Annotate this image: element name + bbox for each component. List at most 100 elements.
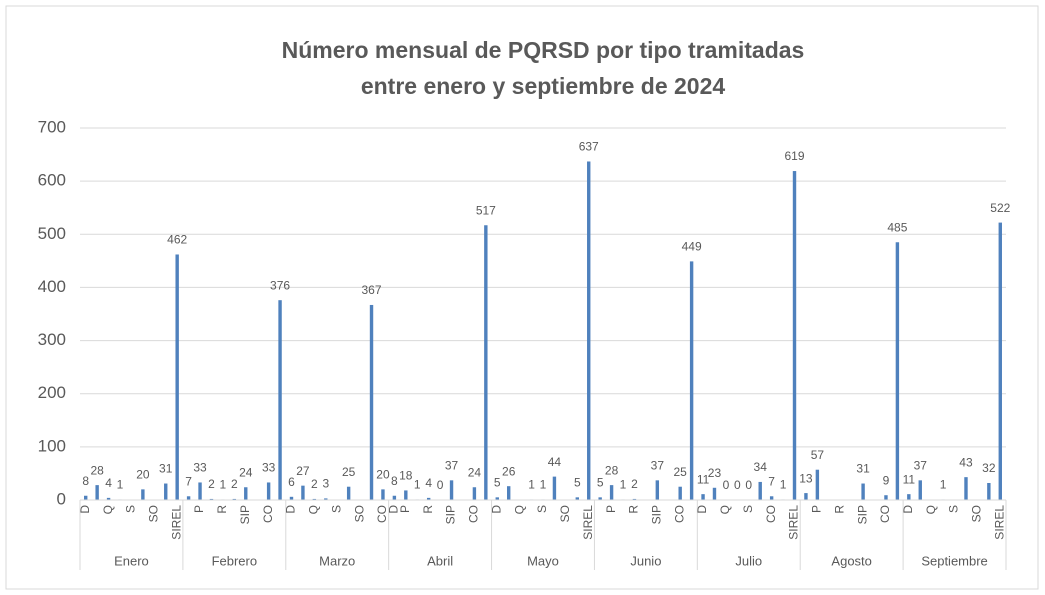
bar (301, 485, 305, 500)
x-tick-label: CO (467, 505, 481, 523)
x-tick-label: Q (924, 505, 938, 514)
bar (552, 476, 557, 500)
x-tick-label: CO (672, 505, 686, 523)
x-tick-label: R (832, 505, 846, 514)
bar (907, 494, 911, 500)
data-label: 6 (288, 475, 295, 489)
data-label: 2 (208, 477, 215, 491)
x-tick-label: SO (558, 505, 572, 522)
y-tick-label: 100 (38, 436, 66, 455)
bar (632, 498, 637, 500)
bar (84, 495, 88, 500)
data-label: 32 (982, 461, 996, 475)
data-label: 367 (362, 283, 382, 297)
bar (918, 480, 922, 500)
data-label: 1 (528, 478, 535, 492)
group-label: Marzo (319, 553, 355, 568)
bar (186, 496, 191, 500)
y-tick-label: 700 (38, 117, 66, 136)
data-label: 619 (784, 149, 804, 163)
bar (495, 497, 499, 500)
data-label: 43 (959, 455, 973, 469)
bar (198, 482, 202, 500)
data-label: 24 (239, 465, 253, 479)
data-label: 2 (231, 477, 238, 491)
bar (804, 493, 808, 500)
data-label: 1 (117, 478, 124, 492)
bar (449, 480, 454, 500)
x-tick-label: P (398, 505, 412, 513)
bar (289, 496, 294, 500)
bar (758, 481, 762, 500)
bar (712, 487, 717, 500)
data-label: 44 (548, 455, 562, 469)
data-label: 462 (167, 233, 187, 247)
data-label: 57 (811, 448, 825, 462)
data-label: 522 (990, 201, 1010, 215)
data-label: 25 (342, 465, 356, 479)
data-label: 24 (468, 465, 482, 479)
data-label: 5 (597, 476, 604, 490)
data-label: 5 (574, 476, 581, 490)
y-tick-label: 500 (38, 224, 66, 243)
bar (95, 485, 99, 500)
data-label: 11 (697, 472, 710, 486)
data-label: 0 (723, 478, 730, 492)
data-label: 26 (502, 464, 516, 478)
data-label: 4 (105, 476, 112, 490)
bar (998, 222, 1002, 500)
x-tick-label: SIREL (992, 505, 1006, 540)
bar (964, 477, 968, 500)
group-label: Enero (114, 553, 149, 568)
x-tick-label: D (489, 505, 503, 514)
y-tick-label: 0 (57, 489, 66, 508)
data-label: 20 (376, 468, 390, 482)
bar (266, 482, 271, 500)
data-label: 1 (540, 478, 547, 492)
bar (884, 495, 888, 500)
data-label: 25 (674, 465, 688, 479)
x-tick-label: Q (512, 505, 526, 514)
bar (575, 497, 579, 500)
x-tick-label: P (810, 505, 824, 513)
x-tick-label: CO (375, 505, 389, 523)
bar (164, 483, 168, 500)
x-tick-label: R (215, 505, 229, 514)
bar (484, 225, 488, 500)
data-label: 3 (322, 477, 329, 491)
x-tick-label: R (627, 505, 641, 514)
bar (472, 487, 477, 500)
bar (701, 494, 705, 500)
data-label: 0 (745, 478, 752, 492)
bar (346, 486, 351, 500)
x-tick-label: SIREL (169, 505, 183, 540)
x-tick-label: CO (878, 505, 892, 523)
y-tick-label: 200 (38, 383, 66, 402)
bar (895, 242, 900, 500)
data-label: 7 (185, 474, 192, 488)
y-tick-label: 600 (38, 171, 66, 190)
data-label: 20 (136, 468, 150, 482)
data-label: 2 (311, 477, 318, 491)
x-tick-label: CO (261, 505, 275, 523)
bar (106, 497, 111, 500)
x-tick-label: S (535, 505, 549, 513)
data-label: 0 (437, 478, 444, 492)
bar (507, 486, 511, 500)
data-label: 18 (399, 469, 413, 483)
data-label: 376 (270, 278, 290, 292)
group-label: Febrero (212, 553, 258, 568)
group-label: Septiembre (921, 553, 987, 568)
x-tick-label: SIREL (787, 505, 801, 540)
x-tick-label: D (387, 505, 401, 514)
x-tick-label: SIREL (581, 505, 595, 540)
data-label: 1 (414, 478, 421, 492)
data-label: 4 (425, 476, 432, 490)
data-label: 637 (579, 140, 599, 154)
data-label: 2 (631, 477, 638, 491)
x-tick-label: D (284, 505, 298, 514)
data-label: 31 (856, 462, 870, 476)
data-label: 449 (682, 240, 702, 254)
